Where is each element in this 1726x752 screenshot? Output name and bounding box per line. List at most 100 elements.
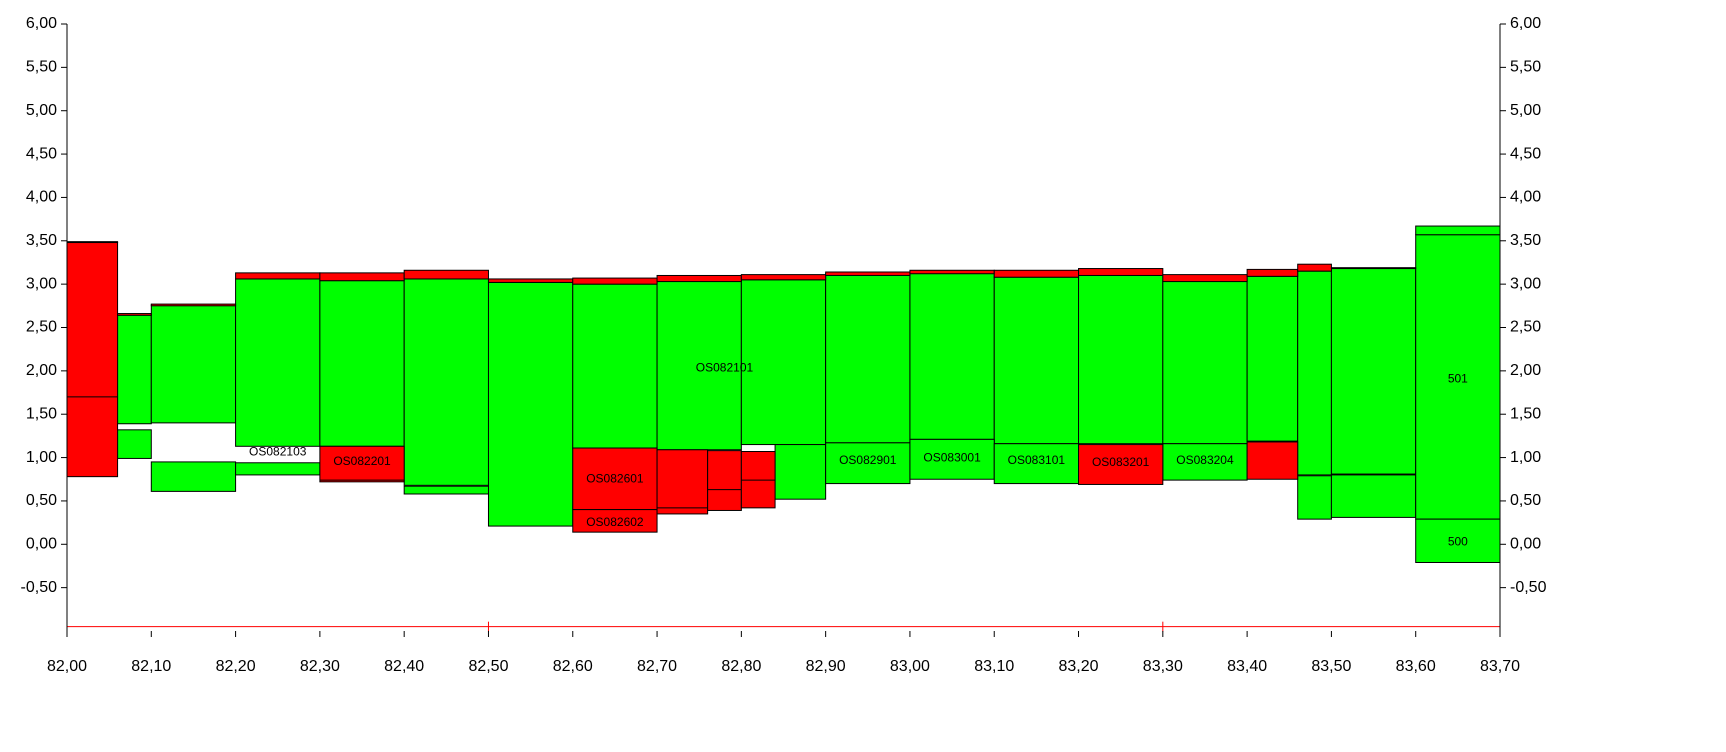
block-fill-20 — [403, 485, 489, 495]
block-fill-12 — [1078, 274, 1164, 445]
x-tick-label: 82,90 — [806, 658, 846, 675]
block-cut-34 — [150, 303, 237, 307]
block-cut-57 — [1246, 441, 1299, 480]
y-tick-label-right: 0,00 — [1510, 536, 1541, 553]
y-tick-label-right: 2,50 — [1510, 319, 1541, 336]
block-fill-15 — [1297, 270, 1332, 476]
block-cut-32 — [66, 241, 119, 244]
block-fill-22 — [825, 442, 911, 485]
block-cut-42 — [740, 274, 827, 281]
block-fill-23 — [909, 438, 995, 480]
block-cut-56 — [1078, 444, 1164, 485]
x-tick-label: 82,50 — [468, 658, 508, 675]
block-fill-1 — [150, 304, 237, 424]
block-fill-19 — [235, 462, 321, 476]
x-tick-label: 83,20 — [1059, 658, 1099, 675]
y-tick-label-left: 3,00 — [26, 275, 57, 292]
y-tick-label-left: -0,50 — [21, 579, 58, 596]
block-cut-50 — [1330, 267, 1417, 270]
x-tick-label: 83,10 — [974, 658, 1014, 675]
block-fill-28 — [1415, 234, 1501, 520]
block-fill-14 — [1246, 275, 1299, 442]
block-label-501: 501 — [1448, 372, 1468, 386]
block-cut-33 — [117, 313, 152, 316]
x-tick-label: 82,10 — [131, 658, 171, 675]
block-label-500: 500 — [1448, 535, 1468, 549]
block-cut-45 — [993, 269, 1080, 278]
y-tick-label-right: 3,50 — [1510, 232, 1541, 249]
block-cut-44 — [909, 269, 995, 275]
block-labels-layer: OS082101 OS082103 OS082201 OS082601 OS082602… — [249, 360, 1468, 548]
block-cut-37 — [319, 445, 405, 483]
y-tick-label-right: 5,00 — [1510, 102, 1541, 119]
block-cut-52 — [572, 509, 658, 533]
block-fill-9 — [825, 273, 911, 444]
block-cut-48 — [1246, 268, 1299, 277]
block-fill-11 — [993, 276, 1080, 445]
block-fill-26 — [1297, 475, 1332, 520]
block-fill-29 — [1415, 518, 1501, 563]
y-tick-label-left: 1,00 — [26, 449, 57, 466]
block-fill-10 — [909, 271, 995, 440]
block-fill-0 — [117, 313, 152, 425]
block-fill-27 — [1330, 474, 1417, 518]
block-cut-49 — [1297, 263, 1332, 272]
y-tick-label-left: 1,50 — [26, 405, 57, 422]
block-fill-21 — [774, 444, 827, 500]
x-tick-label: 83,70 — [1480, 658, 1520, 675]
block-cut-40 — [572, 277, 658, 285]
x-tick-label: 83,50 — [1311, 658, 1351, 675]
block-label-os082601: OS082601 — [586, 471, 644, 485]
x-tick-label: 83,60 — [1396, 658, 1436, 675]
block-cut-47 — [1162, 274, 1248, 283]
y-tick-label-left: 0,50 — [26, 492, 57, 509]
x-tick-label: 82,00 — [47, 658, 87, 675]
y-tick-label-left: 3,50 — [26, 232, 57, 249]
y-tick-label-left: 5,00 — [26, 102, 57, 119]
block-cut-35 — [235, 272, 321, 280]
x-tick-label: 82,40 — [384, 658, 424, 675]
block-label-os082901: OS082901 — [839, 453, 897, 467]
y-tick-label-right: 4,00 — [1510, 189, 1541, 206]
block-fill-16 — [1330, 268, 1417, 475]
inner-lines-layer — [67, 396, 776, 509]
block-fill-17 — [117, 429, 152, 459]
y-tick-label-left: 5,50 — [26, 59, 57, 76]
block-label-os083201: OS083201 — [1092, 455, 1150, 469]
block-cut-53 — [656, 449, 709, 515]
block-label-os082602: OS082602 — [586, 515, 644, 529]
block-fill-18 — [150, 461, 237, 492]
x-tick-label: 82,60 — [553, 658, 593, 675]
y-tick-label-right: 1,00 — [1510, 449, 1541, 466]
y-tick-label-left: 6,00 — [26, 15, 57, 32]
x-tick-label: 83,00 — [890, 658, 930, 675]
x-tick-label: 82,20 — [216, 658, 256, 675]
block-cut-46 — [1078, 268, 1164, 276]
x-tick-label: 82,30 — [300, 658, 340, 675]
reference-line-layer — [67, 621, 1500, 632]
block-fill-7 — [656, 281, 742, 451]
x-tick-label: 83,40 — [1227, 658, 1267, 675]
y-tick-label-right: 6,00 — [1510, 15, 1541, 32]
block-cut-31 — [66, 242, 119, 478]
x-tick-label: 83,30 — [1143, 658, 1183, 675]
block-fill-30 — [1415, 225, 1501, 236]
block-label-os082101: OS082101 — [696, 360, 754, 374]
block-cut-36 — [319, 272, 405, 282]
y-tick-label-right: 3,00 — [1510, 275, 1541, 292]
blocks-layer — [66, 225, 1501, 563]
block-fill-5 — [487, 281, 574, 527]
block-cut-39 — [487, 278, 574, 283]
x-tick-label: 82,80 — [721, 658, 761, 675]
block-label-os082201: OS082201 — [333, 454, 391, 468]
y-tick-label-right: 5,50 — [1510, 59, 1541, 76]
block-label-os082103: OS082103 — [249, 445, 307, 459]
block-cut-41 — [656, 274, 742, 283]
y-tick-label-left: 2,50 — [26, 319, 57, 336]
y-tick-label-left: 2,00 — [26, 362, 57, 379]
y-tick-label-left: 4,00 — [26, 189, 57, 206]
block-label-os083001: OS083001 — [923, 451, 981, 465]
block-fill-6 — [572, 283, 658, 449]
block-fill-4 — [403, 278, 489, 486]
block-fill-2 — [235, 278, 321, 447]
